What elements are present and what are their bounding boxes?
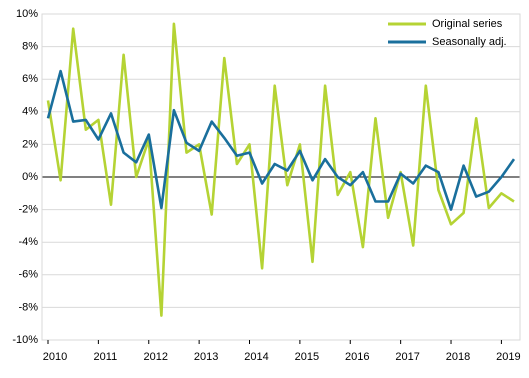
x-tick-label: 2019 (496, 351, 520, 363)
x-tick-label: 2016 (345, 351, 369, 363)
y-tick-label: 0% (22, 171, 38, 183)
y-tick-label: -6% (18, 269, 38, 281)
legend-label: Seasonally adj. (432, 36, 507, 48)
x-tick-label: 2012 (144, 351, 168, 363)
y-tick-label: -2% (18, 204, 38, 216)
series-line (46, 22, 515, 317)
y-tick-label: -8% (18, 301, 38, 313)
y-tick-label: 6% (22, 73, 38, 85)
x-tick-label: 2014 (244, 351, 268, 363)
plot-frame (41, 13, 521, 341)
y-tick-label: 8% (22, 41, 38, 53)
y-tick-label: 10% (16, 8, 38, 20)
series-line (46, 69, 516, 211)
y-tick-label: 2% (22, 138, 38, 150)
x-tick-label: 2010 (43, 351, 67, 363)
y-tick-label: -10% (12, 334, 38, 346)
legend-label: Original series (432, 18, 503, 30)
x-tick-label: 2011 (94, 351, 118, 363)
x-tick-label: 2017 (395, 351, 419, 363)
x-tick-label: 2013 (194, 351, 218, 363)
y-tick-label: 4% (22, 106, 38, 118)
x-tick-label: 2018 (446, 351, 470, 363)
y-tick-label: -4% (18, 236, 38, 248)
x-tick-label: 2015 (295, 351, 319, 363)
